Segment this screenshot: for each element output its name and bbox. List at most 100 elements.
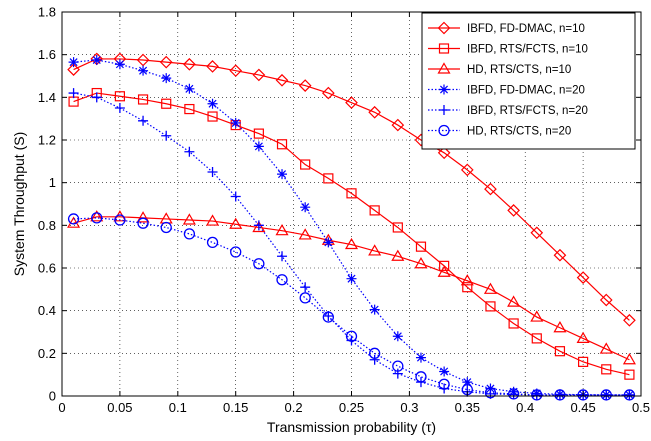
data-point xyxy=(391,118,405,132)
y-tick-label: 0.6 xyxy=(38,261,56,276)
data-point xyxy=(230,246,242,258)
data-point xyxy=(114,214,126,226)
data-point xyxy=(136,211,150,223)
data-point xyxy=(322,311,334,323)
data-point xyxy=(369,304,380,315)
data-point xyxy=(183,228,196,240)
data-point xyxy=(391,249,405,261)
legend-entry: IBFD, FD-DMAC, n=10 xyxy=(428,21,585,35)
legend-entry: IBFD, RTS/FCTS, n=20 xyxy=(428,105,588,117)
data-point xyxy=(321,86,335,100)
y-tick-label: 1.8 xyxy=(38,5,56,20)
data-point xyxy=(275,73,289,87)
data-point xyxy=(623,389,636,401)
data-point xyxy=(392,368,403,379)
data-point xyxy=(460,163,474,177)
data-point xyxy=(300,159,311,170)
data-point xyxy=(253,258,265,270)
data-point xyxy=(323,173,334,184)
y-axis-label: System Throughput (S) xyxy=(11,132,27,276)
data-point xyxy=(508,318,519,329)
data-point xyxy=(345,330,358,342)
legend: IBFD, FD-DMAC, n=10 IBFD, RTS/FCTS, n=10 H… xyxy=(421,12,636,150)
data-point xyxy=(138,115,149,126)
data-point xyxy=(507,295,521,307)
legend-swatch-marker xyxy=(438,124,450,137)
data-point xyxy=(438,378,450,390)
legend-label: IBFD, FD-DMAC, n=20 xyxy=(467,85,585,97)
data-point xyxy=(68,57,79,68)
data-point xyxy=(576,271,590,284)
x-tick-label: 0.45 xyxy=(570,400,595,415)
data-point xyxy=(439,366,450,377)
data-point xyxy=(159,55,173,69)
data-point xyxy=(253,220,264,231)
y-tick-label: 0 xyxy=(49,389,56,404)
x-tick-label: 0.15 xyxy=(223,400,248,415)
y-tick-label: 1.4 xyxy=(38,90,56,105)
data-point xyxy=(600,389,612,401)
data-point xyxy=(577,389,589,401)
legend-swatch-marker xyxy=(439,84,449,95)
data-point xyxy=(277,169,288,180)
data-point xyxy=(346,188,357,199)
data-point xyxy=(184,146,195,157)
data-point xyxy=(531,389,543,401)
data-point xyxy=(483,282,498,294)
data-point xyxy=(368,244,382,256)
data-point xyxy=(299,292,311,304)
data-point xyxy=(253,141,264,152)
data-point xyxy=(161,73,172,84)
legend-label: HD, RTS/CTS, n=20 xyxy=(467,126,571,138)
data-point xyxy=(577,356,589,367)
data-point xyxy=(298,79,312,92)
data-point xyxy=(67,213,80,225)
series-line xyxy=(73,58,630,321)
data-point xyxy=(462,377,473,388)
data-point xyxy=(300,202,311,213)
data-point xyxy=(90,210,104,222)
data-point xyxy=(484,387,497,399)
legend-entry: HD, RTS/CTS, n=10 xyxy=(428,62,571,76)
series-line xyxy=(73,216,630,361)
data-point xyxy=(599,342,613,354)
data-point xyxy=(137,217,149,229)
legend-swatch-marker xyxy=(437,62,451,74)
data-point xyxy=(276,274,288,286)
data-point xyxy=(531,389,542,400)
x-tick-label: 0.35 xyxy=(455,400,480,415)
data-point xyxy=(253,128,264,139)
legend-entry: IBFD, FD-DMAC, n=20 xyxy=(428,84,585,97)
data-point xyxy=(345,96,358,110)
x-tick-label: 0.05 xyxy=(107,400,132,415)
legend-box xyxy=(421,12,636,150)
data-point xyxy=(460,274,474,286)
data-point xyxy=(207,98,218,109)
data-point xyxy=(622,353,636,365)
data-point xyxy=(67,63,80,76)
y-tick-label: 0.4 xyxy=(38,303,56,318)
data-point xyxy=(369,354,380,365)
data-point xyxy=(136,53,150,67)
x-tick-label: 0.25 xyxy=(339,400,364,415)
data-point xyxy=(323,237,334,248)
legend-label: IBFD, RTS/FCTS, n=20 xyxy=(467,105,588,117)
data-point xyxy=(531,333,542,344)
data-point xyxy=(508,389,519,400)
data-point xyxy=(553,248,567,262)
data-point xyxy=(485,383,496,394)
data-point xyxy=(184,83,195,94)
x-tick-label: 0.5 xyxy=(632,400,650,415)
data-point xyxy=(530,310,544,322)
data-point xyxy=(275,223,289,236)
data-point xyxy=(484,182,497,196)
data-point xyxy=(415,241,427,252)
data-point xyxy=(183,57,196,71)
data-point xyxy=(392,331,403,342)
data-point xyxy=(207,111,218,122)
data-point xyxy=(437,265,451,277)
data-point xyxy=(392,222,403,233)
legend-swatch-marker xyxy=(437,21,451,35)
data-point xyxy=(601,364,612,375)
data-point xyxy=(114,91,126,102)
